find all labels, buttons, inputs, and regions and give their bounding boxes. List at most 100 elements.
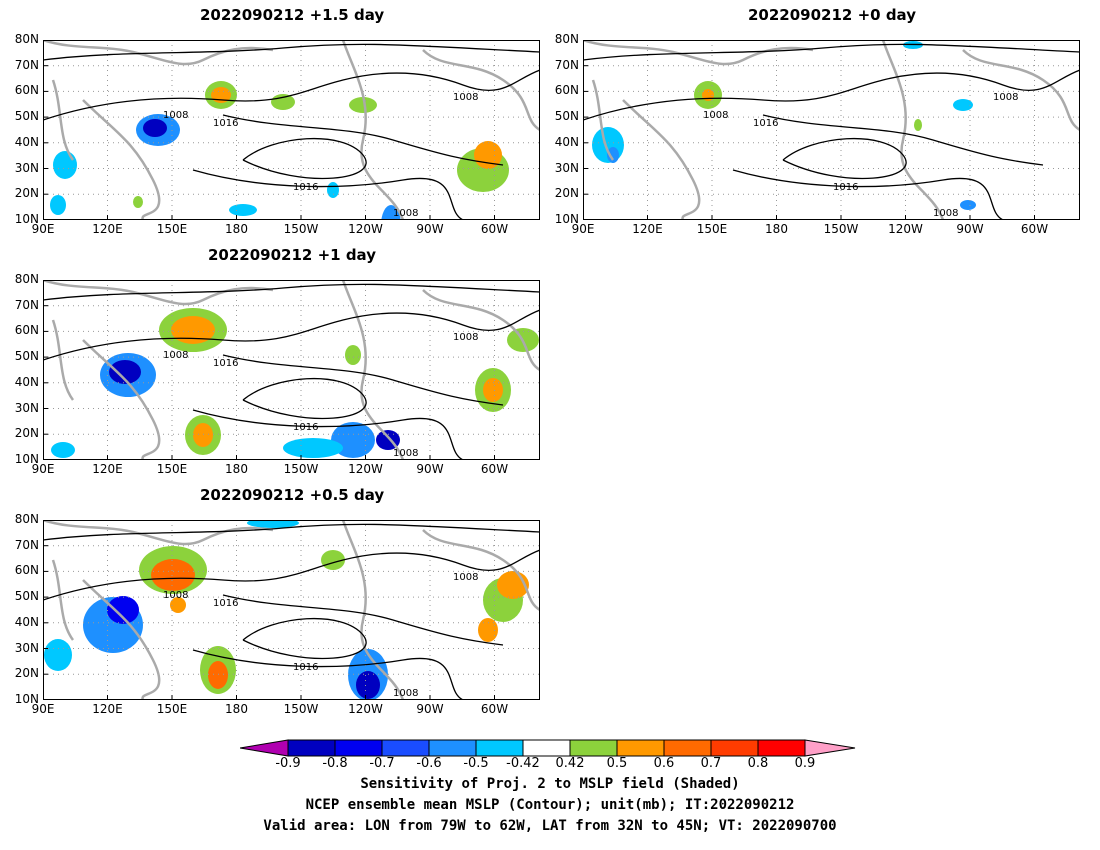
lat-tick-label: 20N [14, 426, 39, 441]
lon-tick-label: 120W [888, 222, 923, 236]
coastline [341, 40, 405, 220]
coastline [422, 49, 540, 132]
panel-title-0-5-day: 2022090212 +0.5 day [200, 486, 385, 504]
map-panel-1-day: 1008 1016 1016 1008 1008 [43, 280, 540, 460]
lat-tick-label: 20N [14, 186, 39, 201]
sensitivity-shading [53, 151, 77, 179]
sensitivity-shading [283, 438, 343, 458]
lat-tick-label: 10N [14, 451, 39, 466]
colorbar-tick-label: 0.9 [794, 756, 816, 771]
lon-tick-label: 60W [1020, 222, 1049, 236]
colorbar-tick-label: -0.8 [322, 756, 348, 771]
lat-tick-label: 60N [14, 563, 39, 578]
lon-tick-label: 120E [632, 222, 663, 236]
lat-tick-label: 10N [554, 211, 579, 226]
lat-tick-label: 70N [554, 57, 579, 72]
contour-label: 1008 [393, 688, 418, 699]
lon-tick-label: 60W [480, 462, 509, 476]
colorbar-tick-label: 0.8 [747, 756, 769, 771]
lat-tick-label: 50N [14, 589, 39, 604]
mslp-contour [43, 283, 540, 301]
coastline [962, 49, 1080, 132]
colorbar-tick-label: -0.6 [416, 756, 442, 771]
mslp-contour [242, 378, 367, 420]
lat-tick-label: 70N [14, 297, 39, 312]
mslp-contour [583, 43, 1080, 61]
lat-tick-label: 10N [14, 691, 39, 706]
colorbar-segment [240, 739, 289, 757]
contour-label: 1008 [453, 332, 478, 343]
mslp-contour [43, 523, 540, 541]
coastline [591, 79, 615, 161]
lat-tick-label: 80N [14, 272, 39, 286]
colorbar-segment [381, 739, 430, 757]
colorbar-segment [663, 739, 712, 757]
coastline [51, 79, 75, 161]
colorbar-segment [334, 739, 383, 757]
colorbar-segment [757, 739, 806, 757]
contour-label: 1016 [213, 598, 238, 609]
colorbar-segment [428, 739, 477, 757]
sensitivity-shading [349, 97, 377, 113]
mslp-contour [192, 649, 464, 700]
sensitivity-shading [607, 147, 619, 163]
colorbar-segment [569, 739, 618, 757]
mslp-contour [43, 69, 540, 121]
footer-line-1: Sensitivity of Proj. 2 to MSLP field (Sh… [360, 776, 740, 792]
contour-label: 1008 [163, 590, 188, 601]
sensitivity-shading [193, 423, 213, 447]
mslp-contour [583, 69, 1080, 121]
lon-tick-label: 60W [480, 222, 509, 236]
colorbar-tick-label: -0.7 [369, 756, 395, 771]
panel-title-0-day: 2022090212 +0 day [748, 6, 916, 24]
lat-tick-label: 30N [554, 160, 579, 175]
mslp-contour [222, 594, 504, 646]
coastline [43, 40, 274, 66]
contour-label: 1016 [753, 118, 778, 129]
lon-tick-label: 120W [348, 222, 383, 236]
coastline [43, 280, 274, 306]
lon-tick-label: 60W [480, 702, 509, 716]
colorbar [240, 739, 856, 757]
sensitivity-shading [109, 360, 141, 384]
coastline [881, 40, 945, 220]
coastline [341, 280, 405, 460]
map-panel-0-5-day: 1008 1016 1016 1008 1008 [43, 520, 540, 700]
contour-label: 1008 [453, 572, 478, 583]
lon-tick-label: 180 [765, 222, 788, 236]
sensitivity-shading [914, 119, 922, 131]
colorbar-segment [616, 739, 665, 757]
contour-label: 1016 [213, 118, 238, 129]
lon-tick-label: 90W [416, 462, 444, 476]
lon-tick-label: 90W [416, 222, 444, 236]
sensitivity-shading [208, 661, 228, 689]
lon-tick-label: 90W [956, 222, 984, 236]
coastline [82, 579, 161, 700]
lat-tick-label: 40N [14, 614, 39, 629]
mslp-contour [782, 138, 907, 180]
contour-label: 1008 [393, 208, 418, 219]
sensitivity-shading [345, 345, 361, 365]
lat-tick-label: 40N [14, 134, 39, 149]
lon-tick-label: 180 [225, 222, 248, 236]
lon-tick-label: 150W [823, 222, 859, 236]
sensitivity-shading [247, 520, 299, 528]
lon-tick-label: 150E [156, 702, 188, 716]
lon-tick-label: 120E [92, 702, 123, 716]
colorbar-segment [710, 739, 759, 757]
coastline [422, 289, 540, 372]
map-panel-0-day: 1008 1016 1016 1008 1008 [583, 40, 1080, 220]
sensitivity-shading [478, 618, 498, 642]
contour-label: 1008 [393, 448, 418, 459]
lon-tick-label: 120W [348, 702, 383, 716]
colorbar-segment [287, 739, 336, 757]
sensitivity-shading [44, 639, 72, 671]
lon-tick-label: 120E [92, 462, 123, 476]
colorbar-tick-label: -0.5 [463, 756, 489, 771]
sensitivity-shading [133, 196, 143, 208]
lon-tick-label: 150E [156, 462, 188, 476]
sensitivity-shading [143, 119, 167, 137]
contour-label: 1016 [293, 662, 318, 673]
lon-tick-label: 90E [31, 222, 55, 236]
colorbar-segment [475, 739, 524, 757]
